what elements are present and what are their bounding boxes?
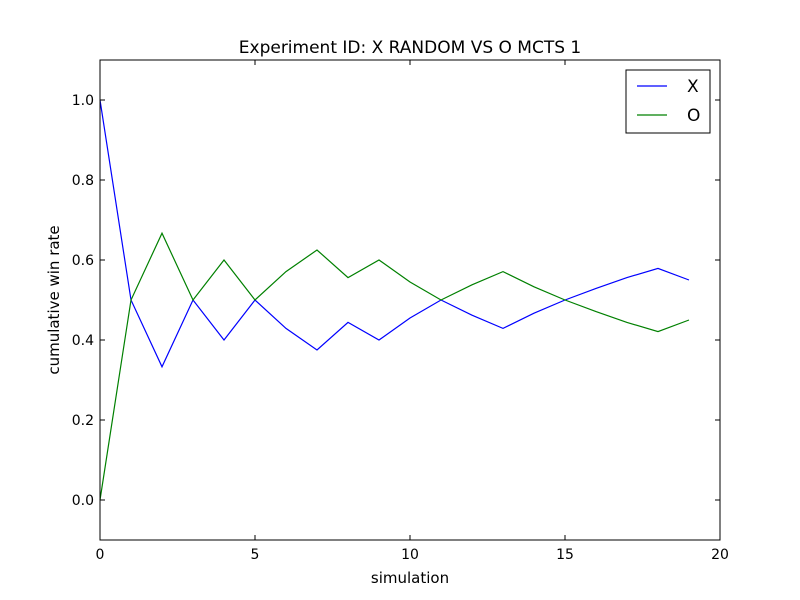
y-tick-label: 0.4 xyxy=(72,333,94,349)
x-tick-label: 10 xyxy=(401,547,419,563)
y-tick-label: 0.6 xyxy=(72,253,94,269)
y-tick-label: 1.0 xyxy=(72,93,94,109)
x-tick-label: 0 xyxy=(96,547,105,563)
legend-box xyxy=(625,69,711,134)
series-layer xyxy=(99,99,690,501)
legend: X O xyxy=(625,69,711,134)
x-tick-label: 20 xyxy=(711,547,729,563)
plot-frame xyxy=(99,59,721,541)
y-tick-label: 0.0 xyxy=(72,493,94,509)
ticks-layer: 0 5 10 15 20 0.0 0.2 0.4 0.6 0.8 1.0 xyxy=(72,60,729,563)
series-line-o xyxy=(99,231,690,501)
y-tick-label: 0.8 xyxy=(72,173,94,189)
legend-label-x: X xyxy=(687,77,699,97)
series-line-x xyxy=(99,99,690,369)
y-axis-label: cumulative win rate xyxy=(45,225,63,374)
plot-area xyxy=(100,60,720,540)
x-tick-label: 5 xyxy=(251,547,260,563)
chart-title: Experiment ID: X RANDOM VS O MCTS 1 xyxy=(239,38,581,58)
legend-label-o: O xyxy=(687,106,700,126)
x-axis-label: simulation xyxy=(371,569,449,587)
y-tick-label: 0.2 xyxy=(72,413,94,429)
x-tick-label: 15 xyxy=(556,547,574,563)
